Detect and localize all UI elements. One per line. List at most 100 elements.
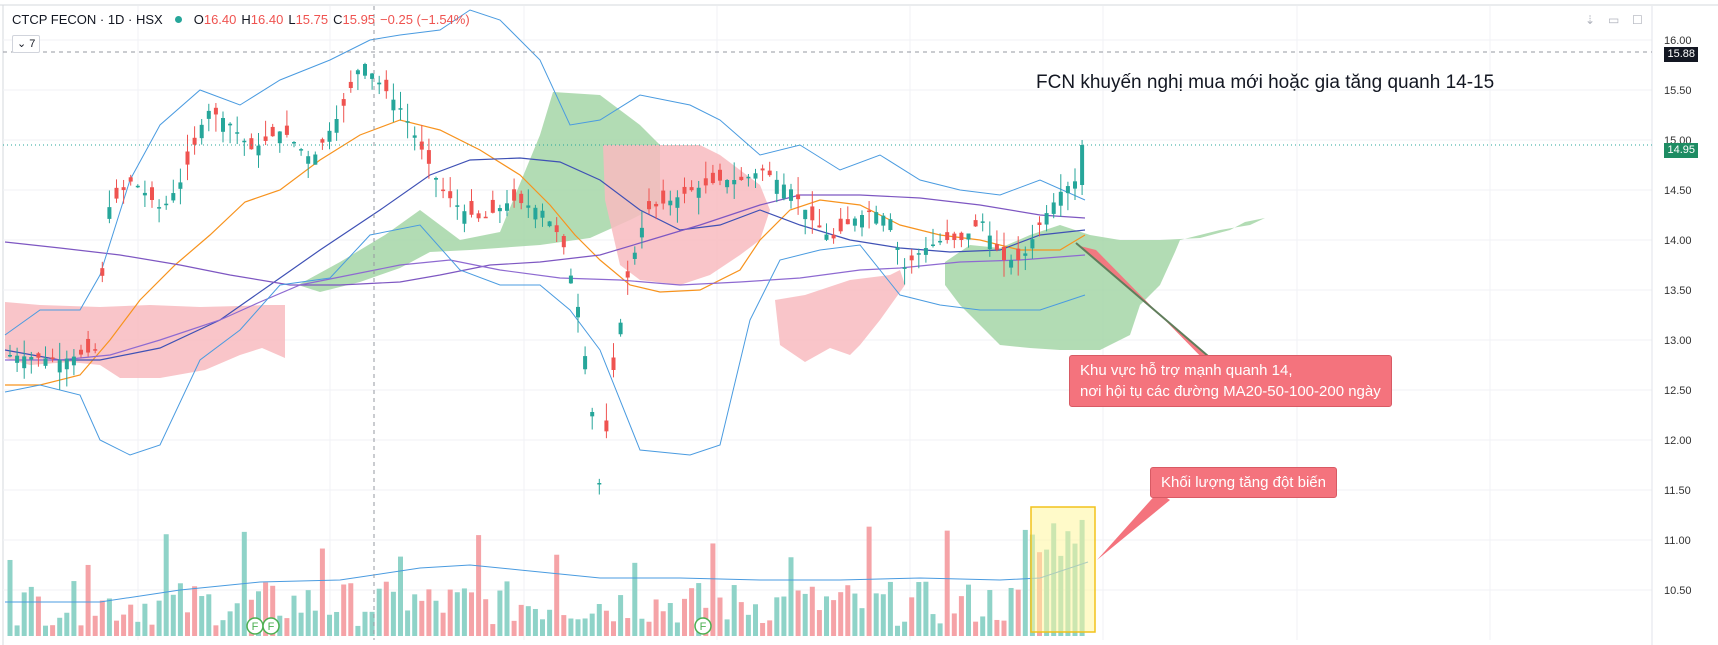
y-axis-tick-label: 13.50 (1664, 285, 1692, 297)
maximize-icon[interactable]: ☐ (1632, 13, 1643, 27)
market-status-icon (174, 16, 182, 23)
volume-bar (305, 590, 311, 636)
candle-body (150, 187, 154, 200)
volume-bar (710, 543, 716, 636)
y-axis-tick-label: 15.50 (1664, 85, 1692, 97)
candle-body (221, 118, 225, 132)
bollinger-lower (4, 224, 1086, 456)
candle-body (576, 306, 580, 318)
candle-body (370, 73, 375, 79)
event-marker-circle (262, 617, 280, 635)
volume-bar (433, 600, 439, 636)
candle-body (881, 215, 886, 226)
candle-body (654, 203, 659, 207)
volume-bar (575, 619, 581, 636)
candle-body (299, 149, 304, 151)
volume-bar (902, 621, 908, 636)
candle-body (497, 208, 502, 212)
ichimoku-cloud-bear-3 (775, 270, 905, 362)
candle-body (824, 234, 829, 240)
candle-body (519, 193, 524, 204)
volume-bar (135, 621, 141, 636)
candle-body (590, 412, 595, 417)
volume-bar (334, 611, 340, 636)
volume-callout-pointer (1097, 492, 1170, 560)
candle-body (320, 139, 325, 143)
symbol-name[interactable]: CTCP FECON · 1D · HSX (12, 12, 163, 27)
volume-bar (511, 620, 517, 636)
candle-body (36, 353, 41, 358)
candle-body (292, 142, 296, 144)
high-value: 16.40 (250, 12, 284, 27)
y-axis-tick-label: 11.00 (1664, 535, 1691, 547)
candle-body (703, 178, 708, 186)
candle-body (938, 240, 943, 243)
candle-body (419, 141, 424, 150)
candle-body (746, 176, 751, 179)
volume-bar (114, 620, 119, 636)
candle-body (164, 203, 169, 206)
candle-body (50, 357, 55, 360)
y-axis-tick-label: 13.00 (1664, 335, 1692, 347)
candle-body (533, 207, 538, 220)
candle-body (874, 212, 879, 224)
volume-bar (412, 594, 418, 636)
volume-bar (646, 621, 652, 636)
volume-bar (824, 596, 829, 636)
low-key: L (288, 12, 296, 27)
volume-bar (994, 619, 1000, 636)
volume-bar (980, 616, 986, 636)
volume-bar (128, 604, 134, 636)
candle-body (845, 219, 850, 225)
candle-body (568, 275, 573, 284)
candle-body (966, 233, 971, 240)
volume-bar (916, 582, 922, 636)
y-axis-tick-label: 14.00 (1664, 235, 1692, 247)
volume-bar (880, 594, 886, 636)
volume-bar (540, 619, 545, 636)
volume-bar (767, 620, 773, 636)
candle-body (718, 169, 722, 181)
indicators-toggle-button[interactable]: ⌄ 7 (12, 35, 41, 53)
candle-body (781, 184, 786, 199)
volume-bar (78, 625, 84, 636)
candle-body (384, 79, 389, 92)
volume-bar (440, 612, 446, 636)
y-axis-tick-label: 10.50 (1664, 585, 1692, 597)
volume-bar (156, 600, 162, 636)
minimize-icon[interactable]: ▭ (1608, 13, 1620, 27)
volume-bar (689, 588, 695, 636)
volume-bar (369, 611, 375, 636)
candle-body (135, 185, 140, 188)
y-axis-tick-label: 12.50 (1664, 385, 1692, 397)
candle-body (760, 168, 765, 171)
volume-bar (582, 618, 588, 636)
candle-body (639, 227, 644, 238)
candle-body (377, 82, 382, 85)
candle-body (774, 179, 779, 194)
volume-bar (653, 599, 659, 636)
volume-bar (121, 614, 127, 636)
volume-bar (362, 611, 368, 636)
ma-200-line (5, 254, 1086, 361)
volume-bar (923, 581, 929, 636)
volume-bar (163, 534, 169, 636)
candle-body (505, 203, 509, 211)
candle-body (597, 483, 602, 485)
candle-body (206, 110, 211, 119)
candle-body (79, 349, 83, 355)
volume-bar (660, 611, 666, 636)
volume-bar (987, 590, 993, 636)
arrow-down-icon[interactable]: ⇣ (1585, 13, 1596, 27)
volume-bar (454, 592, 460, 636)
candle-body (831, 234, 836, 239)
close-key: C (333, 12, 343, 27)
close-value: 15.95 (342, 12, 376, 27)
volume-bar (490, 624, 496, 636)
volume-bar (256, 591, 261, 636)
candle-body (710, 172, 715, 184)
candle-body (483, 216, 488, 219)
candle-body (178, 182, 183, 189)
